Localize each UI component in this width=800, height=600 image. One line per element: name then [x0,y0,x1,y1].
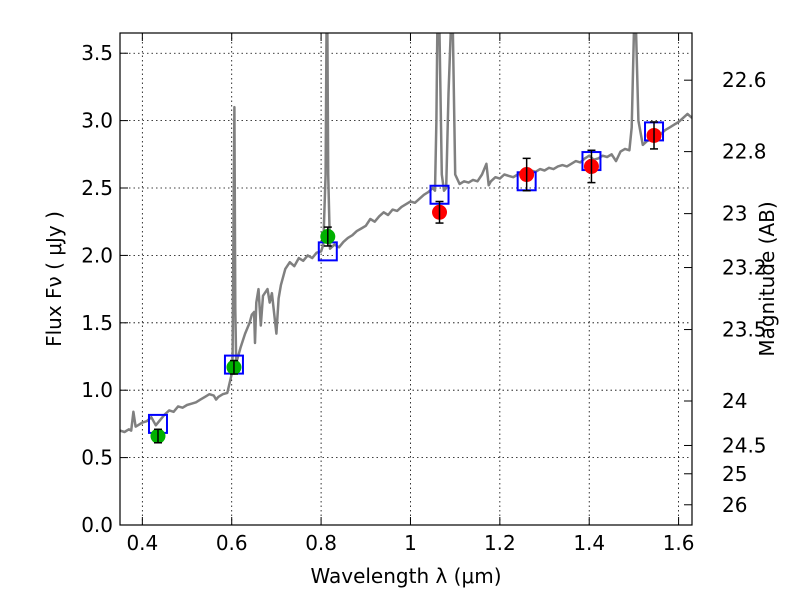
x-tick-label: 1.4 [573,531,605,555]
right-tick-label: 23.2 [722,256,767,280]
right-tick-label: 26 [722,493,747,517]
spectrum-layer [120,33,692,434]
right-tick-label: 23.5 [722,318,767,342]
y-axis-title: Flux Fν ( μJy ) [42,211,66,347]
y-tick-label: 0.0 [81,513,113,537]
x-tick-label: 0.8 [305,531,337,555]
x-axis-title: Wavelength λ (μm) [310,564,501,588]
y-tick-label: 3.0 [81,109,113,133]
right-tick-label: 22.8 [722,140,767,164]
x-tick-label: 0.6 [216,531,248,555]
y-tick-label: 2.0 [81,243,113,267]
right-axis-title: Magnitude (AB) [755,201,779,356]
y-tick-label: 0.5 [81,446,113,470]
x-tick-label: 1.6 [663,531,695,555]
plot-frame [119,32,693,526]
markers [147,121,665,444]
y-tick-label: 1.0 [81,378,113,402]
grid [120,33,692,526]
x-tick-label: 1 [404,531,417,555]
right-tick-label: 24.5 [722,433,767,457]
x-tick-label: 1.2 [484,531,516,555]
y-tick-label: 2.5 [81,176,113,200]
right-tick-label: 24 [722,389,747,413]
right-tick-label: 23 [722,202,747,226]
ticks: 0.4 0.6 0.8 1 1.2 1.4 1.6 0.0 0.5 1.0 1.5 2.0 2.5 3.0… [81,33,767,555]
y-tick-label: 1.5 [81,311,113,335]
right-tick-label: 22.6 [722,68,767,92]
model-spectrum-line [120,33,692,434]
right-tick-label: 25 [722,462,747,486]
y-tick-label: 3.5 [81,41,113,65]
x-tick-label: 0.4 [126,531,158,555]
